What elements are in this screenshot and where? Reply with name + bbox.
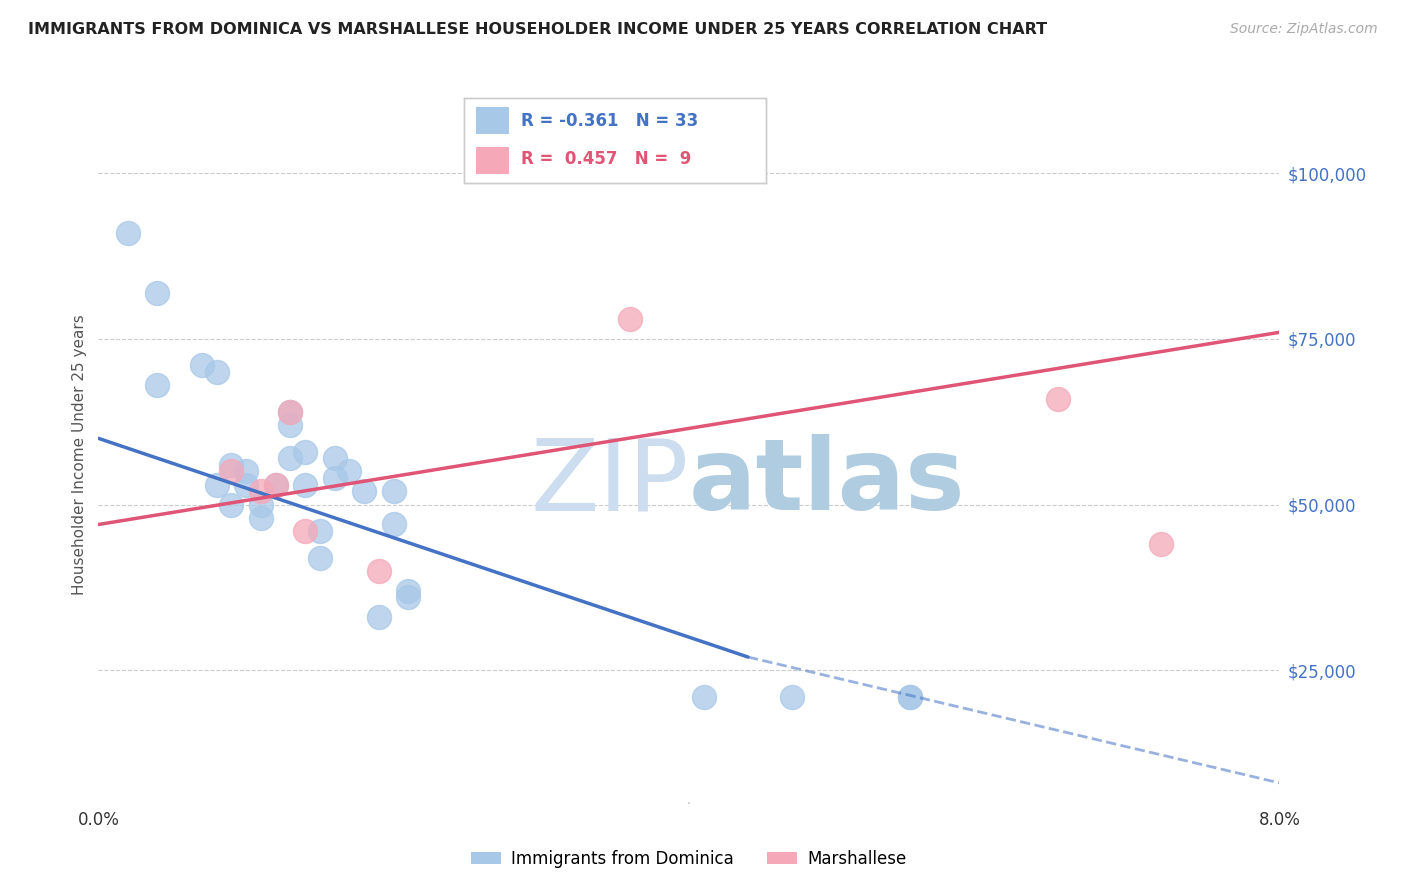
Point	[250, 498, 273, 512]
Point	[264, 477, 287, 491]
Point	[367, 564, 389, 578]
Y-axis label: Householder Income Under 25 years: Householder Income Under 25 years	[72, 315, 87, 595]
Point	[353, 484, 375, 499]
Point	[294, 477, 316, 491]
Point	[900, 690, 922, 704]
Point	[278, 451, 302, 466]
Point	[1046, 392, 1069, 406]
Text: Source: ZipAtlas.com: Source: ZipAtlas.com	[1230, 22, 1378, 37]
Point	[382, 517, 405, 532]
Point	[278, 418, 302, 433]
Point	[117, 226, 139, 240]
Point	[205, 477, 228, 491]
Text: R =  0.457   N =  9: R = 0.457 N = 9	[522, 150, 692, 168]
Point	[205, 365, 228, 379]
Point	[235, 465, 257, 479]
Point	[308, 524, 332, 538]
Bar	[477, 107, 509, 134]
Point	[250, 484, 273, 499]
Point	[146, 285, 169, 300]
Point	[900, 690, 922, 704]
Bar	[477, 147, 509, 175]
Text: atlas: atlas	[689, 434, 966, 532]
Point	[191, 359, 214, 373]
Point	[396, 583, 419, 598]
Point	[337, 465, 360, 479]
Point	[219, 458, 242, 472]
Text: R = -0.361   N = 33: R = -0.361 N = 33	[522, 112, 699, 130]
Point	[146, 378, 169, 392]
Point	[264, 477, 287, 491]
Point	[235, 477, 257, 491]
Point	[219, 465, 242, 479]
Point	[693, 690, 716, 704]
Point	[219, 498, 242, 512]
Text: ZIP: ZIP	[530, 434, 689, 532]
Legend: Immigrants from Dominica, Marshallese: Immigrants from Dominica, Marshallese	[464, 843, 914, 874]
Point	[308, 550, 332, 565]
Point	[382, 484, 405, 499]
Point	[367, 610, 389, 624]
Point	[619, 312, 641, 326]
Point	[323, 471, 346, 485]
Point	[323, 451, 346, 466]
Point	[294, 444, 316, 458]
Point	[1150, 537, 1173, 551]
Point	[250, 511, 273, 525]
Point	[396, 591, 419, 605]
Text: IMMIGRANTS FROM DOMINICA VS MARSHALLESE HOUSEHOLDER INCOME UNDER 25 YEARS CORREL: IMMIGRANTS FROM DOMINICA VS MARSHALLESE …	[28, 22, 1047, 37]
Point	[782, 690, 804, 704]
Point	[278, 405, 302, 419]
Point	[294, 524, 316, 538]
Point	[278, 405, 302, 419]
